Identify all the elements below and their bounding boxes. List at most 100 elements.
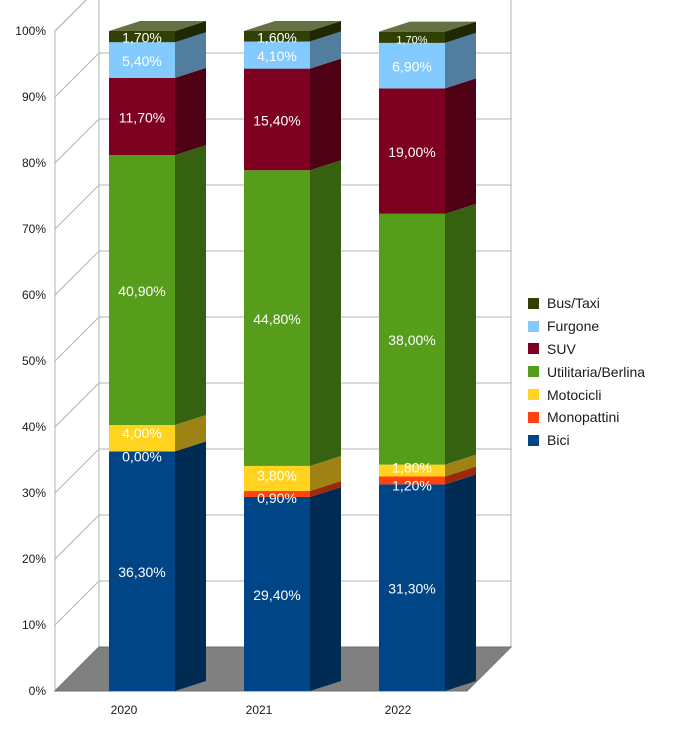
y-tick-label: 40% (22, 420, 46, 434)
gridline (54, 52, 511, 98)
legend-item: Utilitaria/Berlina (528, 360, 645, 383)
y-tick-label: 70% (22, 222, 46, 236)
bar-segment-motocicli-2020 (109, 415, 206, 452)
y-tick-label: 10% (22, 618, 46, 632)
bar-segment-bici-2021 (244, 486, 341, 691)
y-tick-label: 60% (22, 288, 46, 302)
bar-side (175, 67, 206, 156)
legend-label: Motocicli (547, 386, 602, 403)
legend-label: Monopattini (547, 409, 620, 426)
bar-segment-utilitaria-berlina-2021 (244, 160, 341, 466)
bar-stack-2021 (244, 21, 341, 691)
bar-front (244, 465, 310, 492)
legend-label: Bus/Taxi (547, 295, 600, 312)
bar-front (379, 476, 445, 485)
x-tick-label: 2020 (111, 703, 138, 717)
bar-side (310, 58, 341, 171)
data-label: 3,80% (257, 467, 297, 483)
data-label: 4,00% (122, 425, 162, 441)
legend-swatch (528, 389, 539, 401)
data-label: 0,90% (257, 490, 297, 506)
data-label: 1,70% (396, 34, 427, 46)
bar-stack-2020 (109, 21, 206, 691)
bar-front (244, 68, 310, 171)
data-labels: 36,30% 0,00% 4,00% 40,90% 11,70% 5,40% 1,70% 29… (118, 29, 435, 603)
bar-side (310, 21, 341, 42)
bar-segment-motocicli-2021 (244, 455, 341, 492)
legend-item: Furgone (528, 315, 645, 338)
bar-front (379, 484, 445, 691)
gridline (54, 184, 511, 230)
y-tick-label: 90% (22, 90, 46, 104)
legend-item: Monopattini (528, 406, 645, 429)
bar-side (310, 455, 341, 492)
x-tick-label: 2022 (385, 703, 412, 717)
legend-label: Bici (547, 432, 570, 449)
bar-front (379, 213, 445, 465)
legend-swatch (528, 411, 539, 423)
data-label: 1,20% (392, 477, 432, 493)
bar-side (445, 78, 476, 214)
data-label: 31,30% (388, 581, 435, 597)
bar-side (310, 486, 341, 691)
bar-side (310, 31, 341, 69)
legend-label: Utilitaria/Berlina (547, 363, 646, 380)
bar-front (379, 464, 445, 477)
bars (109, 21, 476, 691)
y-tick-label: 0% (29, 684, 47, 698)
bar-side (310, 160, 341, 466)
bar-segment-bici-2020 (109, 441, 206, 691)
gridline (54, 0, 87, 32)
bar-segment-bici-2022 (379, 474, 476, 691)
data-label: 1,70% (122, 30, 162, 46)
legend-swatch (528, 343, 539, 355)
gridline (54, 514, 511, 560)
data-label: 40,90% (118, 283, 165, 299)
data-label: 6,90% (392, 59, 432, 75)
data-label: 5,40% (122, 53, 162, 69)
bar-front (379, 42, 445, 89)
bar-segment-bus-taxi-2020 (109, 21, 206, 43)
data-label: 19,00% (388, 144, 435, 160)
x-axis: 2020 2021 2022 (111, 703, 412, 717)
data-label: 15,40% (253, 112, 300, 128)
bar-side (445, 474, 476, 691)
y-tick-label: 30% (22, 486, 46, 500)
bar-segment-utilitaria-berlina-2022 (379, 203, 476, 465)
data-label: 0,00% (122, 448, 162, 464)
bar-front (109, 155, 175, 426)
bar-segment-suv-2021 (244, 58, 341, 171)
data-label: 1,80% (392, 460, 432, 476)
bar-segment-suv-2020 (109, 67, 206, 156)
bar-side (175, 145, 206, 426)
data-label: 38,00% (388, 332, 435, 348)
data-label: 29,40% (253, 587, 300, 603)
y-tick-label: 100% (15, 24, 46, 38)
bar-side (445, 203, 476, 465)
legend-swatch (528, 434, 539, 446)
data-label: 44,80% (253, 311, 300, 327)
bar-top (109, 21, 206, 31)
bar-front (244, 170, 310, 466)
y-tick-label: 80% (22, 156, 46, 170)
data-label: 36,30% (118, 564, 165, 580)
bar-side (175, 21, 206, 43)
bar-side (175, 415, 206, 452)
legend-label: Furgone (547, 318, 600, 335)
bar-top (379, 21, 476, 32)
gridline (54, 118, 511, 164)
gridline (54, 250, 511, 296)
data-label: 4,10% (257, 48, 297, 64)
legend-item: Bus/Taxi (528, 292, 645, 315)
gridline (54, 580, 511, 626)
legend-swatch (528, 320, 539, 332)
bar-segment-furgone-2020 (109, 32, 206, 78)
legend-item: Bici (528, 429, 645, 452)
bar-front (244, 31, 310, 42)
bar-front (244, 491, 310, 497)
bar-segment-suv-2022 (379, 78, 476, 214)
y-tick-label: 20% (22, 552, 46, 566)
bar-segment-monopattini-2021 (244, 481, 341, 497)
bar-side (445, 21, 476, 43)
